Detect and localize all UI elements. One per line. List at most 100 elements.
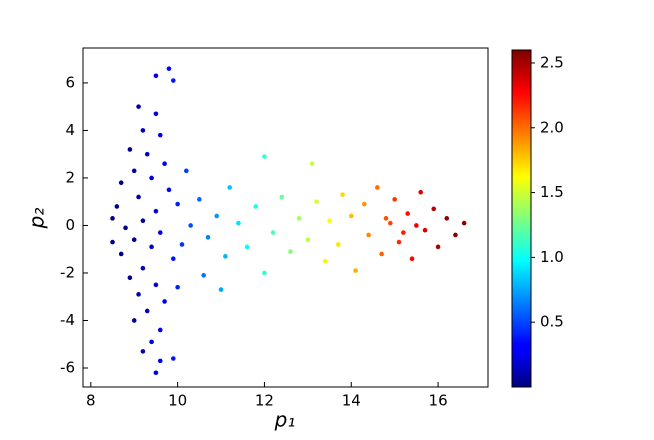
point <box>431 206 437 212</box>
point <box>153 282 159 288</box>
point <box>170 356 176 361</box>
point <box>366 232 371 238</box>
x-tick-label: 10 <box>168 392 187 410</box>
point <box>279 194 285 200</box>
point <box>201 273 206 278</box>
point <box>162 299 167 304</box>
point <box>153 73 159 79</box>
point <box>149 339 154 345</box>
y-tick-label: 6 <box>65 73 75 91</box>
point <box>131 237 137 243</box>
point <box>409 256 415 262</box>
colorbar-tick-label: 1.5 <box>540 183 564 201</box>
y-tick-label: 2 <box>65 168 75 186</box>
point <box>414 223 419 228</box>
point <box>214 213 219 219</box>
x-tick-label: 8 <box>86 392 96 410</box>
point <box>314 199 319 205</box>
point <box>110 239 115 245</box>
point <box>418 189 424 195</box>
point <box>175 201 180 207</box>
point <box>270 230 276 235</box>
point <box>379 251 384 257</box>
point <box>444 216 450 221</box>
point <box>296 216 302 221</box>
point <box>335 242 341 247</box>
point <box>309 161 315 166</box>
x-tick-label: 16 <box>429 392 448 410</box>
point <box>136 292 141 297</box>
colorbar-tick-label: 2.5 <box>540 53 564 71</box>
point <box>114 204 120 209</box>
point <box>223 254 228 259</box>
point <box>153 208 159 214</box>
point <box>175 284 180 290</box>
point <box>118 251 124 257</box>
point <box>461 220 467 226</box>
colorbar-tick-label: 2.0 <box>540 118 564 136</box>
point <box>136 194 141 200</box>
point <box>166 187 172 193</box>
point <box>244 244 250 250</box>
point <box>262 270 267 276</box>
x-axis-label: p₁ <box>274 408 296 432</box>
y-axis-label: p₂ <box>25 208 49 230</box>
point <box>131 168 137 174</box>
point <box>123 225 128 231</box>
point <box>170 256 176 262</box>
point <box>340 192 345 197</box>
point <box>305 237 311 243</box>
point <box>188 223 193 228</box>
point <box>110 216 115 221</box>
y-tick-label: 4 <box>65 121 75 139</box>
point <box>153 111 159 117</box>
point <box>184 168 189 174</box>
point <box>322 258 328 264</box>
colorbar-tick-label: 1.0 <box>540 248 564 266</box>
point <box>388 220 393 226</box>
point <box>127 275 133 281</box>
colorbar-tick-label: 0.5 <box>540 313 564 331</box>
x-tick-label: 12 <box>255 392 274 410</box>
point <box>396 239 402 245</box>
point <box>197 197 202 202</box>
point <box>218 287 224 292</box>
point <box>422 227 428 233</box>
point <box>157 132 163 138</box>
y-tick-label: -2 <box>60 263 75 281</box>
point <box>157 358 163 364</box>
point <box>127 147 133 152</box>
point <box>144 151 150 157</box>
point <box>149 175 154 181</box>
x-tick-label: 14 <box>342 392 361 410</box>
point <box>392 197 397 202</box>
point <box>348 213 354 219</box>
y-tick-label: -4 <box>60 311 75 329</box>
point <box>253 204 259 209</box>
point <box>375 185 380 190</box>
point <box>140 265 146 271</box>
point <box>140 349 146 354</box>
point <box>353 268 358 273</box>
point <box>140 218 146 224</box>
point <box>383 216 389 221</box>
y-tick-label: -6 <box>60 358 75 376</box>
point <box>405 211 410 216</box>
point <box>361 201 367 207</box>
plot-frame <box>82 47 489 388</box>
point <box>144 308 150 314</box>
point <box>227 185 233 190</box>
point <box>262 154 267 159</box>
point <box>131 318 137 323</box>
point <box>435 244 441 250</box>
point <box>153 370 159 376</box>
point <box>149 244 154 250</box>
point <box>157 327 163 333</box>
point <box>327 218 332 224</box>
point <box>453 232 458 238</box>
point <box>205 235 211 240</box>
point <box>288 249 293 254</box>
point <box>401 230 406 235</box>
point <box>166 66 172 71</box>
